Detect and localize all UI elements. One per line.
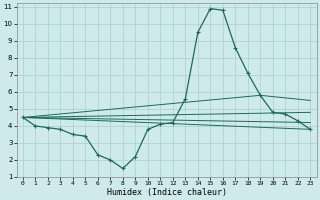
X-axis label: Humidex (Indice chaleur): Humidex (Indice chaleur) [107, 188, 227, 197]
